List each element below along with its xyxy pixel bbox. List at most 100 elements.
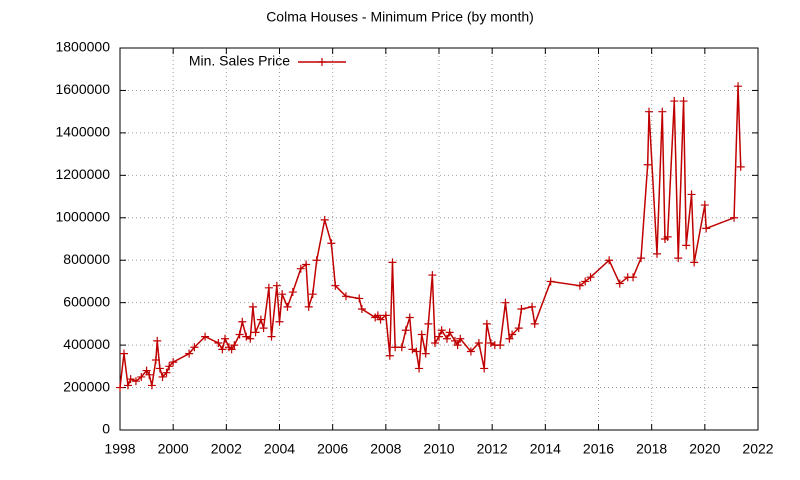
- data-point: [201, 332, 210, 341]
- data-point: [663, 232, 672, 241]
- y-tick-label: 1200000: [55, 166, 110, 182]
- x-tick-label: 2022: [742, 441, 773, 457]
- data-point: [155, 364, 164, 373]
- data-point: [214, 338, 223, 347]
- x-tick-label: 2000: [158, 441, 189, 457]
- data-point: [238, 317, 247, 326]
- data-point: [405, 313, 414, 322]
- data-point: [341, 292, 350, 301]
- data-point: [126, 375, 135, 384]
- data-point: [227, 345, 236, 354]
- y-tick-label: 1800000: [55, 39, 110, 55]
- data-point: [445, 328, 454, 337]
- data-point: [456, 334, 465, 343]
- data-point: [190, 343, 199, 352]
- data-point: [496, 341, 505, 350]
- data-point: [218, 345, 227, 354]
- data-point: [581, 277, 590, 286]
- data-point: [388, 258, 397, 267]
- data-point: [736, 162, 745, 171]
- data-point: [397, 343, 406, 352]
- data-point: [267, 332, 276, 341]
- data-point: [283, 302, 292, 311]
- data-point: [645, 107, 654, 116]
- data-point: [381, 311, 390, 320]
- x-tick-label: 2004: [264, 441, 295, 457]
- data-point: [486, 338, 495, 347]
- data-point: [296, 264, 305, 273]
- data-point: [248, 302, 257, 311]
- x-tick-label: 2012: [477, 441, 508, 457]
- data-point: [605, 256, 614, 265]
- data-point: [674, 254, 683, 263]
- data-point: [442, 334, 451, 343]
- data-point: [514, 324, 523, 333]
- data-point: [435, 332, 443, 341]
- data-point: [415, 364, 424, 373]
- data-point: [629, 273, 638, 282]
- data-point: [256, 315, 265, 324]
- data-point: [505, 334, 514, 343]
- data-point: [312, 256, 321, 265]
- data-point: [123, 381, 132, 390]
- data-point: [153, 336, 162, 345]
- data-point: [508, 330, 517, 339]
- data-point: [131, 377, 140, 386]
- data-point: [408, 345, 417, 354]
- data-point: [517, 305, 526, 314]
- y-tick-label: 400000: [63, 336, 110, 352]
- data-point: [450, 336, 459, 345]
- chart-title: Colma Houses - Minimum Price (by month): [266, 9, 534, 25]
- data-point: [658, 107, 667, 116]
- data-point: [453, 341, 462, 350]
- data-point: [165, 362, 174, 371]
- data-point: [421, 349, 430, 358]
- data-point: [546, 277, 555, 286]
- data-point: [734, 82, 743, 91]
- x-tick-label: 2020: [689, 441, 720, 457]
- data-point: [185, 349, 194, 358]
- y-tick-label: 0: [102, 421, 110, 437]
- data-point: [615, 279, 624, 288]
- data-point: [679, 97, 688, 106]
- data-point: [169, 358, 178, 367]
- data-point: [682, 241, 691, 250]
- data-point: [643, 160, 652, 169]
- data-point: [690, 258, 699, 267]
- y-tick-label: 1000000: [55, 208, 110, 224]
- data-point: [308, 290, 317, 299]
- data-point: [466, 347, 475, 356]
- data-point: [424, 319, 433, 328]
- data-point: [142, 366, 151, 375]
- data-point: [687, 190, 696, 199]
- data-point: [637, 254, 646, 263]
- data-point: [275, 317, 284, 326]
- plot-frame: [119, 47, 759, 431]
- data-point: [119, 349, 128, 358]
- data-point: [528, 302, 537, 311]
- data-point: [320, 215, 329, 224]
- data-point: [221, 334, 230, 343]
- y-tick-label: 600000: [63, 293, 110, 309]
- legend-label: Min. Sales Price: [189, 53, 290, 69]
- data-point: [428, 271, 437, 280]
- x-tick-label: 2008: [370, 441, 401, 457]
- data-point: [242, 332, 251, 341]
- data-point: [331, 281, 340, 290]
- data-point: [417, 330, 426, 339]
- data-point: [145, 370, 154, 379]
- x-tick-label: 2014: [530, 441, 561, 457]
- y-tick-label: 1400000: [55, 124, 110, 140]
- x-tick-label: 1998: [104, 441, 135, 457]
- data-point: [278, 290, 287, 299]
- x-tick-label: 2006: [317, 441, 348, 457]
- data-point: [474, 338, 483, 347]
- data-point: [116, 383, 124, 392]
- data-point: [259, 324, 268, 333]
- data-point: [376, 315, 385, 324]
- data-line: [119, 86, 742, 389]
- data-point: [304, 302, 313, 311]
- x-tick-label: 2016: [583, 441, 614, 457]
